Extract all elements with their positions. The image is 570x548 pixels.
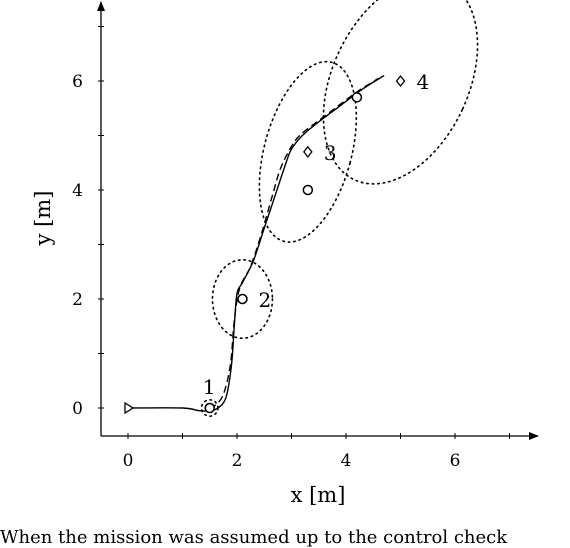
y-tick-label: 0 bbox=[72, 399, 83, 419]
uncertainty-ellipse-4 bbox=[322, 0, 479, 185]
trajectory-series bbox=[127, 74, 385, 412]
y-tick-label: 6 bbox=[72, 72, 83, 92]
waypoint-marker-2 bbox=[237, 293, 248, 305]
y-axis-label: y [m] bbox=[31, 191, 55, 247]
series-line-dashed bbox=[209, 77, 380, 409]
waypoint-marker-3 bbox=[303, 145, 313, 158]
x-tick-label: 2 bbox=[232, 451, 243, 471]
waypoint-markers: 1 2 3 4 bbox=[124, 70, 430, 415]
x-tick-label: 6 bbox=[450, 451, 461, 471]
waypoint-label-1: 1 bbox=[203, 375, 216, 399]
x-axis-label: x [m] bbox=[291, 483, 346, 507]
x-tick-label: 0 bbox=[123, 451, 134, 471]
waypoint-marker-4 bbox=[395, 74, 406, 88]
y-tick-label: 2 bbox=[72, 290, 83, 310]
uncertainty-ellipses bbox=[200, 0, 479, 417]
x-tick-label: 4 bbox=[341, 451, 352, 471]
series-line-solid bbox=[127, 74, 385, 412]
uncertainty-ellipse-3 bbox=[258, 60, 358, 243]
waypoint-label-3: 3 bbox=[324, 141, 337, 165]
uncertainty-ellipse-2 bbox=[211, 258, 274, 340]
waypoint-marker-1 bbox=[204, 402, 216, 414]
start-marker-triangle bbox=[124, 401, 135, 415]
chart-labels: x [m] y [m] bbox=[31, 191, 345, 507]
figure-caption: When the mission was assumed up to the c… bbox=[0, 528, 508, 548]
estimate-circle-marker bbox=[351, 92, 363, 103]
estimate-circle-marker bbox=[302, 184, 314, 196]
trajectory-chart: 0 2 4 6 0 2 4 6 1 2 3 4 x [m] y [m] bbox=[31, 0, 539, 507]
waypoint-label-4: 4 bbox=[417, 70, 430, 94]
y-tick-label: 4 bbox=[72, 181, 83, 201]
axes: 0 2 4 6 0 2 4 6 bbox=[72, 1, 539, 471]
waypoint-label-2: 2 bbox=[258, 288, 271, 312]
